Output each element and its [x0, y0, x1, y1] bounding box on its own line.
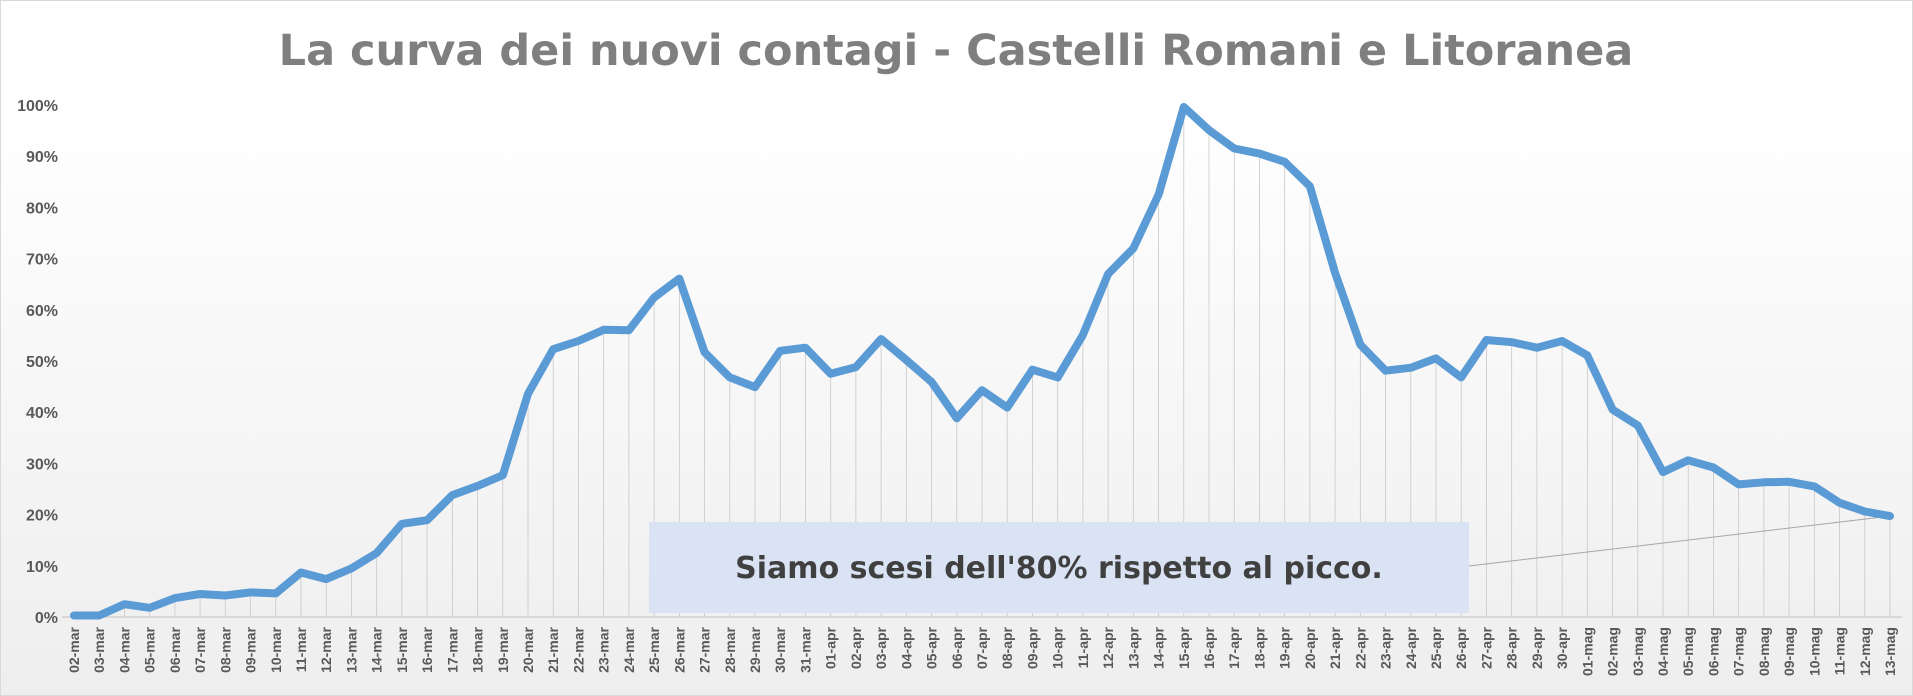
x-tick-label: 22-apr [1352, 626, 1368, 669]
x-tick-label: 05-mar [142, 626, 158, 672]
x-tick-label: 03-mar [91, 626, 107, 672]
x-tick-label: 13-mar [343, 626, 359, 672]
x-tick-label: 06-mar [167, 626, 183, 672]
x-tick-label: 17-mar [444, 626, 460, 672]
annotation-leader-line [1468, 515, 1891, 567]
x-tick-label: 01-apr [823, 626, 839, 669]
x-tick-label: 08-mag [1756, 627, 1772, 676]
x-tick-label: 14-mar [369, 626, 385, 672]
x-tick-label: 27-mar [697, 626, 713, 672]
x-tick-label: 11-apr [1075, 626, 1091, 668]
x-tick-label: 07-mag [1731, 627, 1747, 676]
x-tick-label: 02-mar [66, 626, 82, 672]
x-tick-label: 09-mag [1781, 627, 1797, 676]
y-tick-label: 100% [17, 98, 58, 115]
x-tick-label: 20-mar [520, 626, 536, 672]
x-tick-label: 07-mar [192, 626, 208, 672]
x-tick-label: 13-mag [1882, 627, 1898, 676]
x-tick-label: 12-mag [1857, 627, 1873, 676]
x-tick-label: 02-mag [1605, 627, 1621, 676]
y-tick-label: 60% [26, 303, 58, 320]
x-tick-label: 29-mar [747, 626, 763, 672]
x-tick-label: 13-apr [1125, 626, 1141, 669]
x-tick-label: 03-apr [873, 626, 889, 669]
x-tick-label: 02-apr [848, 626, 864, 669]
x-tick-label: 28-apr [1504, 626, 1520, 669]
annotation: Siamo scesi dell'80% rispetto al picco. [649, 515, 1891, 613]
chart-title: La curva dei nuovi contagi - Castelli Ro… [279, 26, 1634, 76]
x-tick-label: 23-mar [596, 626, 612, 672]
x-tick-label: 19-mar [495, 626, 511, 672]
x-tick-label: 20-apr [1302, 626, 1318, 669]
x-tick-label: 06-apr [949, 626, 965, 669]
y-tick-label: 70% [26, 252, 58, 269]
series-line [70, 103, 1894, 620]
x-tick-label: 08-mar [217, 626, 233, 672]
y-tick-label: 50% [26, 354, 58, 371]
x-tick-label: 12-mar [318, 626, 334, 672]
x-tick-label: 10-apr [1050, 626, 1066, 669]
x-tick-label: 15-apr [1176, 626, 1192, 669]
x-tick-label: 25-apr [1428, 626, 1444, 669]
x-tick-label: 16-apr [1201, 626, 1217, 669]
x-tick-label: 30-apr [1554, 626, 1570, 669]
x-tick-label: 04-apr [898, 626, 914, 669]
x-tick-label: 17-apr [1226, 626, 1242, 669]
y-tick-label: 80% [26, 200, 58, 217]
x-tick-label: 26-mar [671, 626, 687, 672]
y-tick-label: 20% [26, 508, 58, 525]
y-tick-label: 0% [35, 610, 58, 627]
x-tick-label: 25-mar [646, 626, 662, 672]
y-tick-label: 10% [26, 559, 58, 576]
x-tick-label: 06-mag [1705, 627, 1721, 676]
x-tick-label: 19-apr [1277, 626, 1293, 669]
x-tick-label: 03-mag [1630, 627, 1646, 676]
x-tick-label: 04-mag [1655, 627, 1671, 676]
x-tick-label: 01-mag [1579, 627, 1595, 676]
x-tick-label: 21-apr [1327, 626, 1343, 669]
x-tick-label: 22-mar [570, 626, 586, 672]
x-tick-label: 28-mar [722, 626, 738, 672]
x-tick-label: 29-apr [1529, 626, 1545, 669]
y-tick-label: 40% [26, 405, 58, 422]
x-tick-label: 11-mar [293, 626, 309, 672]
annotation-box [649, 522, 1469, 613]
x-tick-label: 24-mar [621, 626, 637, 672]
x-tick-label: 18-apr [1251, 626, 1267, 669]
y-axis: 0% 10% 20% 30% 40% 50% 60% 70% 80% 90% 100% [17, 98, 58, 627]
x-tick-label: 10-mag [1806, 627, 1822, 676]
x-tick-label: 15-mar [394, 626, 410, 672]
x-tick-label: 24-apr [1403, 626, 1419, 669]
x-tick-label: 26-apr [1453, 626, 1469, 669]
y-tick-label: 30% [26, 456, 58, 473]
x-tick-label: 18-mar [470, 626, 486, 672]
x-tick-label: 27-apr [1478, 626, 1494, 669]
x-tick-label: 14-apr [1151, 626, 1167, 669]
x-tick-label: 23-apr [1378, 626, 1394, 669]
y-tick-label: 90% [26, 149, 58, 166]
x-tick-label: 21-mar [545, 626, 561, 672]
x-tick-label: 04-mar [116, 626, 132, 672]
x-tick-label: 10-mar [268, 626, 284, 672]
x-tick-label: 09-mar [243, 626, 259, 672]
x-tick-label: 30-mar [772, 626, 788, 672]
x-tick-label: 08-apr [999, 626, 1015, 669]
x-tick-label: 05-apr [924, 626, 940, 669]
x-axis: 02-mar 03-mar 04-mar 05-mar 06-mar 07-mar 08-m… [66, 626, 1898, 676]
x-tick-label: 11-mag [1832, 627, 1848, 675]
x-tick-label: 31-mar [797, 626, 813, 672]
x-tick-label: 09-apr [1024, 626, 1040, 669]
x-tick-label: 12-apr [1100, 626, 1116, 669]
x-tick-label: 05-mag [1680, 627, 1696, 676]
x-tick-label: 07-apr [974, 626, 990, 669]
x-tick-label: 16-mar [419, 626, 435, 672]
annotation-text: Siamo scesi dell'80% rispetto al picco. [735, 551, 1383, 586]
